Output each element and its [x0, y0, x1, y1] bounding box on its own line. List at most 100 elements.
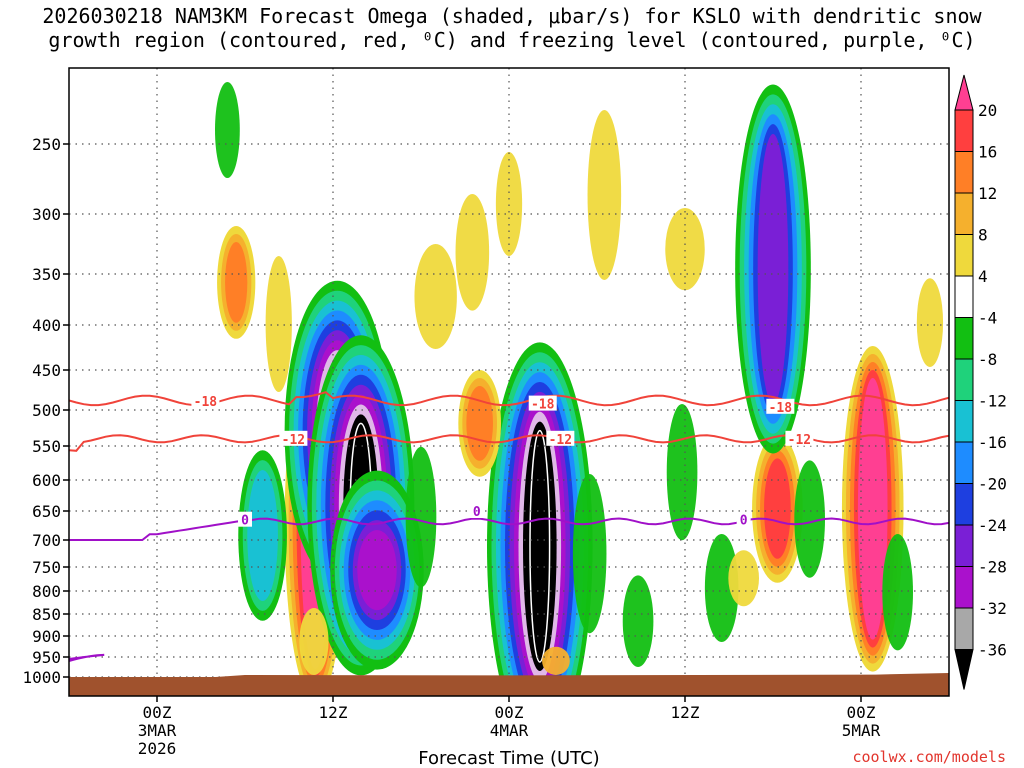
omega-patch: [794, 460, 826, 578]
y-tick-label: 550: [32, 437, 61, 456]
colorbar-swatch: [954, 275, 974, 318]
colorbar-label: -8: [978, 350, 997, 369]
y-tick-label: 750: [32, 558, 61, 577]
dgz-contour-label: -18: [531, 398, 555, 413]
omega-patch: [622, 575, 654, 667]
y-tick-label: 600: [32, 471, 61, 490]
omega-patch: [587, 110, 622, 280]
omega-patch: [299, 608, 329, 675]
colorbar-label: -4: [978, 309, 997, 328]
colorbar-swatch: [954, 400, 974, 443]
chart-title: 2026030218 NAM3KM Forecast Omega (shaded…: [0, 4, 1024, 52]
omega-contour: [764, 458, 791, 559]
omega-patch: [704, 534, 739, 642]
credit-text: coolwx.com/models: [852, 748, 1006, 766]
colorbar-label: -36: [978, 641, 1007, 660]
omega-patch: [455, 194, 490, 311]
omega-contour: [247, 470, 278, 601]
y-tick-label: 650: [32, 502, 61, 521]
contour-label-bg: [191, 393, 220, 409]
omega-patch: [414, 244, 457, 349]
freezing-contour-label: 0: [740, 514, 748, 529]
x-tick-label: 12Z: [671, 703, 700, 722]
omega-edge: [529, 429, 551, 663]
y-tick-label: 850: [32, 605, 61, 624]
x-tick-label: 00Z: [847, 703, 876, 722]
colorbar-swatch: [954, 483, 974, 526]
colorbar-swatch: [954, 358, 974, 401]
dgz-contour-label: -12: [282, 433, 305, 448]
omega-patch: [405, 446, 437, 588]
freezing-level-contour-small: [69, 653, 105, 662]
y-tick-label: 900: [32, 627, 61, 646]
colorbar-swatch: [954, 192, 974, 235]
y-tick-label: 500: [32, 401, 61, 420]
colorbar-label: -20: [978, 475, 1007, 494]
contour-label-bg: [785, 430, 814, 446]
omega-patch: [916, 278, 944, 367]
omega-contour: [523, 421, 557, 671]
colorbar-label: -32: [978, 599, 1007, 618]
x-tick-date: 4MAR: [490, 721, 529, 740]
colorbar-arrow-top: [954, 74, 974, 111]
y-tick-label: 950: [32, 648, 61, 667]
contour-label-bg: [766, 398, 795, 414]
contour-label-bg: [279, 430, 308, 446]
colorbar-swatch: [954, 607, 974, 650]
y-tick-label: 700: [32, 531, 61, 550]
colorbar-arrow-bottom: [954, 649, 974, 690]
contour-label-bg: [469, 503, 484, 518]
x-tick-label: 00Z: [143, 703, 172, 722]
omega-patch: [665, 208, 705, 291]
omega-patch: [495, 152, 523, 256]
colorbar-swatch: [954, 441, 974, 484]
y-tick-label: 400: [32, 316, 61, 335]
x-tick-date: 3MAR: [138, 721, 177, 740]
colorbar-swatch: [954, 566, 974, 609]
dgz-contour-label: -12: [788, 433, 811, 448]
freezing-contour-label: 0: [473, 505, 481, 520]
omega-patch: [572, 473, 607, 634]
dgz-contour-label: -18: [769, 401, 793, 416]
dgz-contour-label: -12: [549, 433, 572, 448]
colorbar-label: -24: [978, 516, 1007, 535]
y-tick-label: 350: [32, 265, 61, 284]
colorbar-label: 4: [978, 267, 988, 286]
title-line2: growth region (contoured, red, ⁰C) and f…: [48, 28, 976, 52]
x-tick-label: 12Z: [319, 703, 348, 722]
y-tick-label: 250: [32, 135, 61, 154]
freezing-level-contour: [69, 517, 949, 541]
omega-contour: [857, 378, 888, 640]
dgz-contour-label: -18: [194, 395, 218, 410]
x-axis-label: Forecast Time (UTC): [418, 748, 599, 768]
omega-patch: [882, 534, 914, 651]
contour-label-bg: [238, 511, 252, 527]
colorbar-swatch: [954, 524, 974, 567]
omega-patch: [728, 550, 760, 607]
contour-label-bg: [528, 395, 557, 411]
y-tick-label: 300: [32, 205, 61, 224]
y-tick-label: 800: [32, 582, 61, 601]
terrain-fill: [69, 673, 949, 696]
colorbar: 20 16 12 8 4 -4 -8 -12 -16 -20 -24 -28 -32 -36: [954, 74, 1007, 690]
contour-lines: -18 -18 -18 -12 -12 -12 0 0 0: [69, 391, 949, 662]
omega-contour: [357, 530, 397, 611]
y-tick-label: 450: [32, 361, 61, 380]
contour-label-bg: [546, 430, 575, 446]
y-tick-label: 1000: [22, 668, 61, 687]
omega-patch: [542, 646, 570, 676]
colorbar-label: -16: [978, 433, 1007, 452]
terrain-surface: [69, 673, 949, 696]
colorbar-swatch: [954, 317, 974, 360]
omega-patch: [265, 256, 292, 392]
x-tick-year: 2026: [138, 739, 177, 758]
omega-contour: [225, 242, 248, 323]
colorbar-label: -12: [978, 392, 1007, 411]
omega-contour: [757, 134, 789, 404]
colorbar-label: 8: [978, 226, 988, 245]
colorbar-swatch: [954, 109, 974, 152]
grid-lines: [69, 68, 949, 696]
x-tick-label: 00Z: [495, 703, 524, 722]
